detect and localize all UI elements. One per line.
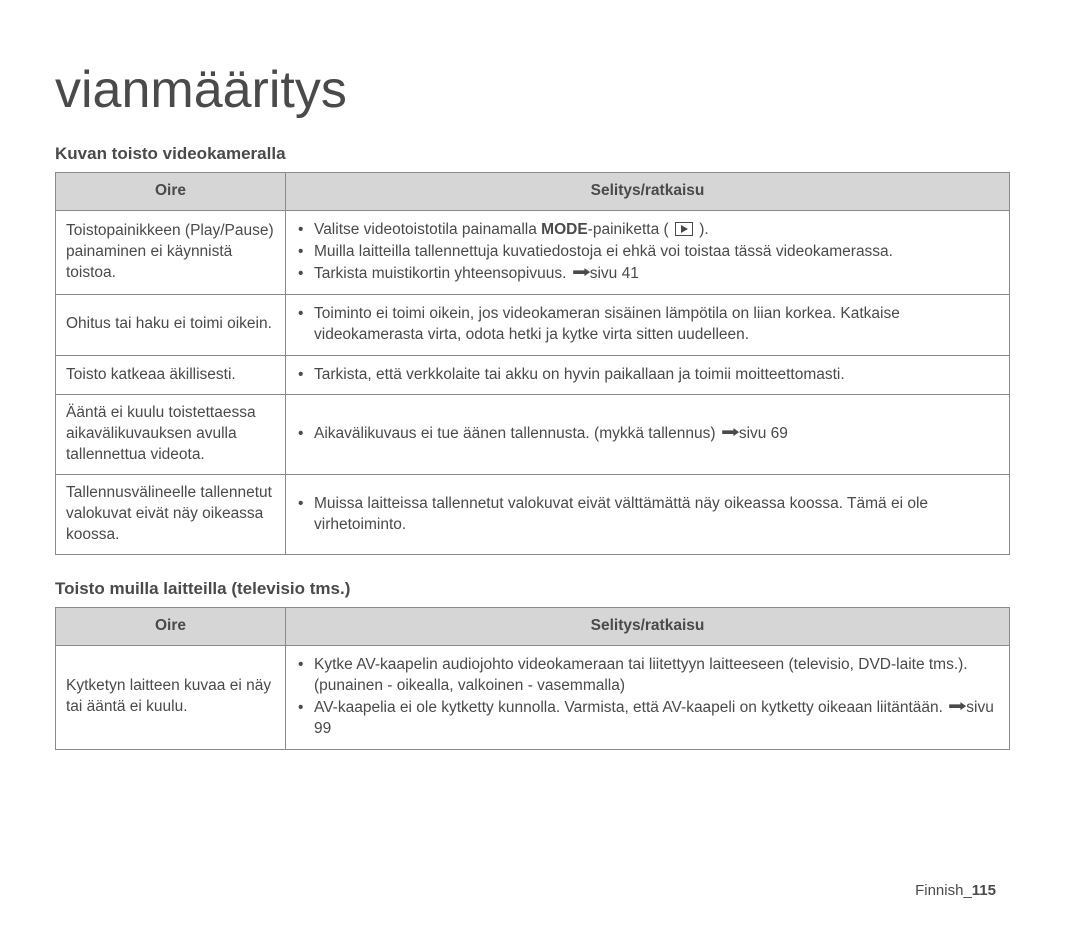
symptom-cell: Tallennusvälineelle tallennetut valokuva…: [56, 475, 286, 555]
symptom-cell: Ohitus tai haku ei toimi oikein.: [56, 294, 286, 355]
col-symptom: Oire: [56, 173, 286, 211]
arrow-icon: ➟: [949, 697, 967, 718]
table-row: Toistopainikkeen (Play/Pause) painaminen…: [56, 210, 1010, 294]
explanation-list: Tarkista, että verkkolaite tai akku on h…: [296, 365, 999, 386]
explanation-list: Muissa laitteissa tallennetut valokuvat …: [296, 494, 999, 536]
list-item: Aikavälikuvaus ei tue äänen tallennusta.…: [296, 424, 999, 445]
explanation-cell: Muissa laitteissa tallennetut valokuvat …: [286, 475, 1010, 555]
explanation-list: Toiminto ei toimi oikein, jos videokamer…: [296, 304, 999, 346]
table-row: Ohitus tai haku ei toimi oikein.Toiminto…: [56, 294, 1010, 355]
explanation-cell: Valitse videotoistotila painamalla MODE-…: [286, 210, 1010, 294]
explanation-cell: Toiminto ei toimi oikein, jos videokamer…: [286, 294, 1010, 355]
list-item: Valitse videotoistotila painamalla MODE-…: [296, 220, 999, 241]
page-title: vianmääritys: [55, 60, 1010, 120]
list-item: Muissa laitteissa tallennetut valokuvat …: [296, 494, 999, 536]
footer-lang: Finnish: [915, 882, 963, 899]
col-explanation: Selitys/ratkaisu: [286, 173, 1010, 211]
table-row: Toisto katkeaa äkillisesti. Tarkista, ett…: [56, 355, 1010, 395]
table-playback-camera: Oire Selitys/ratkaisu Toistopainikkeen (…: [55, 172, 1010, 555]
explanation-cell: Tarkista, että verkkolaite tai akku on h…: [286, 355, 1010, 395]
play-mode-icon: [675, 222, 693, 236]
list-item: Toiminto ei toimi oikein, jos videokamer…: [296, 304, 999, 346]
footer-sep: _: [963, 882, 971, 899]
list-item: Tarkista, että verkkolaite tai akku on h…: [296, 365, 999, 386]
arrow-icon: ➟: [721, 423, 739, 444]
explanation-list: Kytke AV-kaapelin audiojohto videokamera…: [296, 655, 999, 740]
col-symptom: Oire: [56, 607, 286, 645]
explanation-list: Aikavälikuvaus ei tue äänen tallennusta.…: [296, 424, 999, 445]
footer-page: 115: [972, 882, 996, 899]
symptom-cell: Ääntä ei kuulu toistettaessa aikavälikuv…: [56, 395, 286, 475]
list-item: AV-kaapelia ei ole kytketty kunnolla. Va…: [296, 698, 999, 740]
table-row: Kytketyn laitteen kuvaa ei näy tai ääntä…: [56, 645, 1010, 749]
list-item: Tarkista muistikortin yhteensopivuus. ➟s…: [296, 264, 999, 285]
list-item: Muilla laitteilla tallennettuja kuvatied…: [296, 242, 999, 263]
page-footer: Finnish_115: [915, 882, 996, 899]
symptom-cell: Toistopainikkeen (Play/Pause) painaminen…: [56, 210, 286, 294]
col-explanation: Selitys/ratkaisu: [286, 607, 1010, 645]
symptom-cell: Kytketyn laitteen kuvaa ei näy tai ääntä…: [56, 645, 286, 749]
explanation-cell: Kytke AV-kaapelin audiojohto videokamera…: [286, 645, 1010, 749]
table-playback-other: Oire Selitys/ratkaisu Kytketyn laitteen …: [55, 607, 1010, 750]
arrow-icon: ➟: [572, 263, 590, 284]
table-row: Tallennusvälineelle tallennetut valokuva…: [56, 475, 1010, 555]
list-item: Kytke AV-kaapelin audiojohto videokamera…: [296, 655, 999, 697]
explanation-cell: Aikavälikuvaus ei tue äänen tallennusta.…: [286, 395, 1010, 475]
section2-heading: Toisto muilla laitteilla (televisio tms.…: [55, 579, 1010, 599]
table-row: Ääntä ei kuulu toistettaessa aikavälikuv…: [56, 395, 1010, 475]
explanation-list: Valitse videotoistotila painamalla MODE-…: [296, 220, 999, 285]
section1-heading: Kuvan toisto videokameralla: [55, 144, 1010, 164]
symptom-cell: Toisto katkeaa äkillisesti.: [56, 355, 286, 395]
bold-text: MODE: [541, 221, 588, 238]
